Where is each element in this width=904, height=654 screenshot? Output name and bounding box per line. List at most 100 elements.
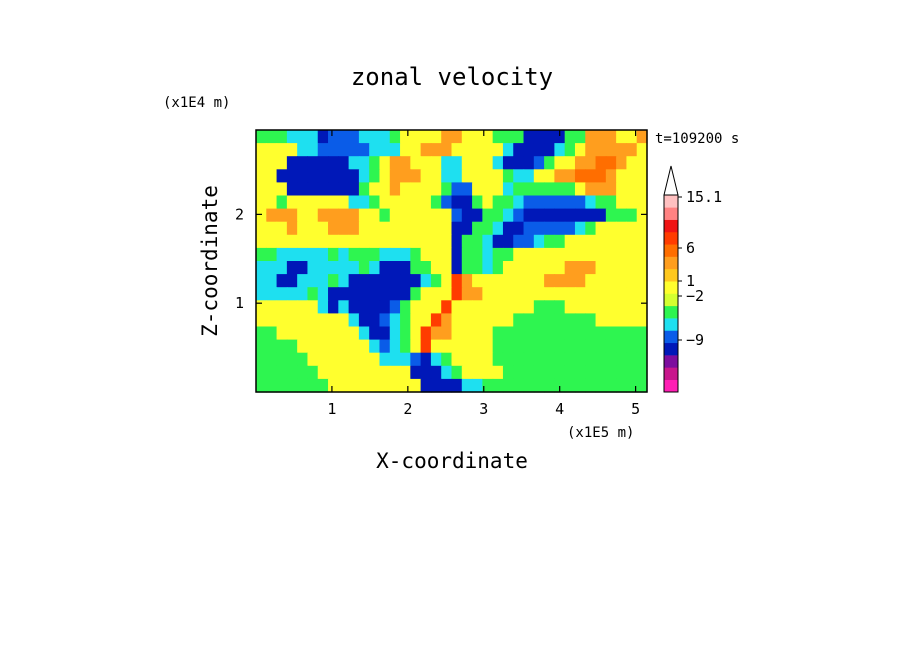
heatmap-cell	[544, 326, 555, 341]
heatmap-cell	[585, 261, 597, 275]
heatmap-cell	[472, 287, 483, 301]
heatmap-cell	[472, 274, 483, 288]
heatmap-cell	[636, 143, 648, 157]
heatmap-cell	[420, 221, 432, 236]
heatmap-cell	[307, 234, 319, 249]
heatmap-cell	[420, 365, 432, 380]
heatmap-cell	[626, 182, 638, 197]
heatmap-cell	[482, 247, 494, 262]
heatmap-cell	[389, 274, 401, 288]
colorbar-swatch	[664, 281, 678, 294]
heatmap-cell	[533, 182, 545, 197]
heatmap-cell	[574, 195, 586, 210]
heatmap-cell	[564, 130, 576, 144]
heatmap-cell	[389, 247, 401, 262]
heatmap-cell	[307, 378, 319, 393]
heatmap-cell	[297, 300, 309, 314]
heatmap-cell	[358, 247, 370, 262]
heatmap-cell	[564, 247, 576, 262]
colorbar-label: 6	[686, 239, 695, 257]
heatmap-cell	[472, 221, 483, 236]
heatmap-cell	[358, 156, 370, 170]
heatmap-cell	[626, 169, 638, 183]
heatmap-cell	[410, 287, 422, 301]
heatmap-cell	[564, 326, 576, 341]
heatmap-cell	[410, 352, 422, 367]
colorbar-swatch	[664, 342, 678, 356]
heatmap-cell	[472, 326, 483, 341]
y-tick-label: 1	[235, 294, 244, 312]
heatmap-cell	[317, 365, 329, 380]
heatmap-cell	[389, 195, 401, 210]
heatmap-cell	[307, 169, 319, 183]
heatmap-cell	[533, 247, 545, 262]
colorbar-swatch	[664, 293, 678, 307]
heatmap-cell	[266, 339, 278, 354]
heatmap-cell	[328, 274, 339, 288]
heatmap-cell	[430, 247, 442, 262]
heatmap-cell	[286, 326, 298, 341]
heatmap-cell	[574, 274, 586, 288]
heatmap-cell	[389, 300, 401, 314]
heatmap-cell	[358, 143, 370, 157]
heatmap-cell	[595, 195, 607, 210]
heatmap-cell	[400, 169, 411, 183]
heatmap-cell	[544, 130, 555, 144]
heatmap-cell	[276, 182, 288, 197]
heatmap-cell	[348, 130, 360, 144]
heatmap-cell	[256, 313, 267, 328]
heatmap-cell	[430, 143, 442, 157]
heatmap-cell	[348, 287, 360, 301]
heatmap-cell	[605, 130, 617, 144]
heatmap-cell	[544, 339, 555, 354]
heatmap-cell	[389, 365, 401, 380]
heatmap-cell	[533, 208, 545, 223]
heatmap-cell	[451, 287, 463, 301]
heatmap-cell	[256, 300, 267, 314]
heatmap-cell	[328, 339, 339, 354]
heatmap-cell	[482, 130, 494, 144]
y-axis: 12	[235, 205, 647, 312]
heatmap-cell	[430, 182, 442, 197]
heatmap-cell	[502, 143, 514, 157]
heatmap-cell	[554, 208, 566, 223]
heatmap-cell	[430, 274, 442, 288]
heatmap-cell	[256, 378, 267, 393]
y-tick-label: 2	[235, 205, 244, 223]
heatmap-cell	[286, 130, 298, 144]
heatmap-cell	[616, 378, 628, 393]
heatmap-cell	[554, 234, 566, 249]
heatmap-cell	[348, 182, 360, 197]
heatmap-cell	[533, 378, 545, 393]
heatmap-cell	[266, 221, 278, 236]
heatmap-cell	[513, 195, 525, 210]
heatmap-cell	[430, 287, 442, 301]
heatmap-cell	[338, 300, 350, 314]
heatmap-cell	[461, 234, 473, 249]
heatmap-cell	[513, 326, 525, 341]
heatmap-cell	[420, 208, 432, 223]
heatmap-cell	[441, 365, 453, 380]
heatmap-cell	[502, 195, 514, 210]
heatmap-cell	[502, 365, 514, 380]
heatmap-cell	[317, 378, 329, 393]
heatmap-cell	[533, 274, 545, 288]
heatmap-cell	[554, 247, 566, 262]
heatmap-cell	[369, 208, 381, 223]
heatmap-cell	[482, 195, 494, 210]
heatmap-cell	[616, 169, 628, 183]
heatmap-cell	[502, 234, 514, 249]
heatmap-cell	[544, 195, 555, 210]
heatmap-cell	[533, 143, 545, 157]
heatmap-cell	[605, 287, 617, 301]
heatmap-cell	[595, 143, 607, 157]
heatmap-cell	[605, 234, 617, 249]
heatmap-cell	[389, 313, 401, 328]
heatmap-cell	[626, 339, 638, 354]
heatmap-cell	[338, 182, 350, 197]
heatmap-cell	[297, 221, 309, 236]
heatmap-cell	[482, 300, 494, 314]
heatmap-cell	[492, 130, 504, 144]
heatmap-cell	[502, 274, 514, 288]
heatmap-cell	[400, 300, 411, 314]
